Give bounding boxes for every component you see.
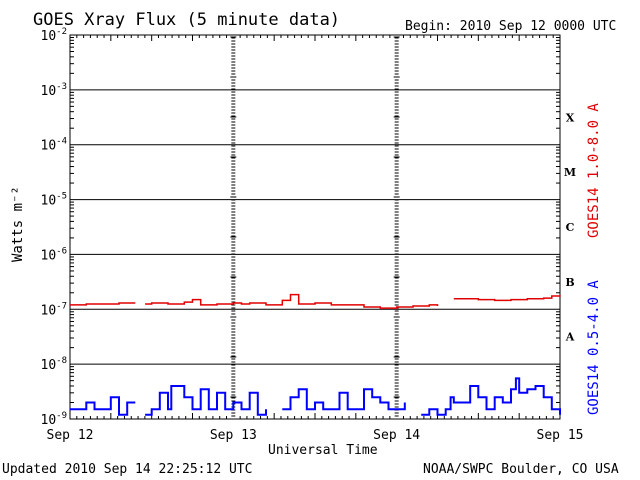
updated-timestamp: Updated 2010 Sep 14 22:25:12 UTC	[2, 462, 252, 477]
y-tick-exponent: -6	[56, 246, 67, 256]
credit-label: NOAA/SWPC Boulder, CO USA	[423, 462, 619, 477]
y-tick-exponent: -2	[56, 27, 67, 37]
y-tick-base: 10	[41, 194, 57, 209]
y-tick-base: 10	[41, 248, 57, 263]
series-line-long-wave	[145, 293, 439, 309]
y-tick-label: 10-9	[41, 411, 68, 428]
y-tick-exponent: -7	[56, 301, 67, 311]
y-tick-label: 10-5	[41, 192, 68, 209]
flare-class-label: B	[565, 276, 574, 289]
x-tick-label: Sep 15	[537, 428, 584, 443]
x-axis-title: Universal Time	[268, 443, 378, 458]
x-tick-label: Sep 14	[373, 428, 420, 443]
series-line-long-wave	[70, 302, 136, 306]
y-tick-exponent: -8	[56, 356, 67, 366]
y-tick-base: 10	[41, 303, 57, 318]
flare-class-label: A	[565, 331, 575, 344]
y-tick-label: 10-3	[41, 82, 68, 99]
series-line-short-wave	[70, 396, 136, 416]
y-tick-label: 10-6	[41, 246, 68, 263]
series-line-short-wave	[282, 388, 406, 411]
y-tick-base: 10	[41, 413, 57, 428]
legend-series-long-wave: GOES14 1.0-8.0 A	[586, 103, 602, 238]
x-axis-ticks: Sep 12 Sep 13 Sep 14 Sep 15	[47, 35, 584, 443]
flare-class-label: M	[564, 166, 576, 179]
y-tick-base: 10	[41, 139, 57, 154]
begin-date-label: Begin: 2010 Sep 12 0000 UTC	[405, 19, 616, 34]
series-line-long-wave	[453, 295, 561, 302]
x-tick-label: Sep 13	[210, 428, 257, 443]
y-tick-label: 10-7	[41, 301, 68, 318]
series-lines	[70, 293, 561, 416]
flare-class-label: C	[566, 221, 575, 234]
x-tick-label: Sep 12	[47, 428, 94, 443]
grid-lines	[70, 34, 560, 417]
y-tick-base: 10	[41, 29, 57, 44]
series-line-short-wave	[145, 385, 267, 416]
y-tick-base: 10	[41, 358, 57, 373]
chart-title: GOES Xray Flux (5 minute data)	[33, 10, 340, 30]
flare-class-labels: X M C B A	[564, 111, 576, 343]
y-tick-exponent: -5	[56, 192, 67, 202]
legend-series-short-wave: GOES14 0.5-4.0 A	[586, 280, 602, 415]
y-tick-label: 10-4	[41, 137, 68, 154]
y-axis-ticks: 10-210-310-410-510-610-710-810-9	[41, 27, 560, 428]
y-tick-label: 10-2	[41, 27, 68, 44]
y-tick-label: 10-8	[41, 356, 68, 373]
y-tick-exponent: -4	[56, 137, 67, 147]
plot-frame	[69, 34, 561, 420]
y-axis-title: Watts m⁻²	[10, 186, 26, 262]
flare-class-label: X	[566, 111, 575, 124]
y-tick-exponent: -9	[56, 411, 67, 421]
series-line-short-wave	[421, 377, 561, 416]
y-tick-exponent: -3	[56, 82, 67, 92]
y-tick-base: 10	[41, 84, 57, 99]
